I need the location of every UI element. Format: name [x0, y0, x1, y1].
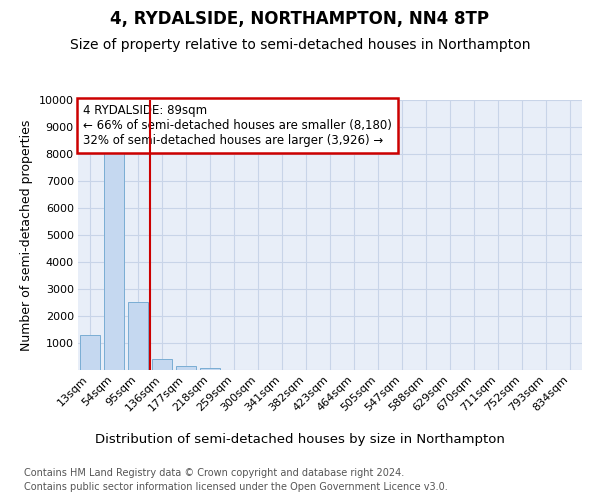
- Y-axis label: Number of semi-detached properties: Number of semi-detached properties: [20, 120, 33, 350]
- Text: Size of property relative to semi-detached houses in Northampton: Size of property relative to semi-detach…: [70, 38, 530, 52]
- Text: Contains public sector information licensed under the Open Government Licence v3: Contains public sector information licen…: [24, 482, 448, 492]
- Bar: [152, 360, 172, 370]
- Text: 4 RYDALSIDE: 89sqm
← 66% of semi-detached houses are smaller (8,180)
32% of semi: 4 RYDALSIDE: 89sqm ← 66% of semi-detache…: [83, 104, 392, 147]
- Bar: [80, 335, 100, 370]
- Text: Contains HM Land Registry data © Crown copyright and database right 2024.: Contains HM Land Registry data © Crown c…: [24, 468, 404, 477]
- Bar: [200, 368, 220, 370]
- Text: 4, RYDALSIDE, NORTHAMPTON, NN4 8TP: 4, RYDALSIDE, NORTHAMPTON, NN4 8TP: [110, 10, 490, 28]
- Text: Distribution of semi-detached houses by size in Northampton: Distribution of semi-detached houses by …: [95, 432, 505, 446]
- Bar: [104, 152, 124, 370]
- Bar: [128, 302, 148, 370]
- Bar: [176, 366, 196, 370]
